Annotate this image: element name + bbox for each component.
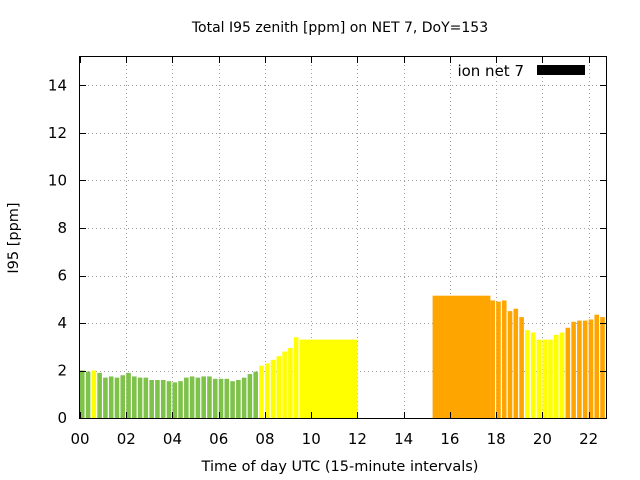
- bar: [212, 378, 218, 418]
- bar: [114, 377, 120, 418]
- y-tick-label: 10: [48, 172, 67, 190]
- bar: [126, 372, 131, 418]
- bar: [507, 311, 513, 418]
- bar: [270, 359, 276, 418]
- bar: [207, 376, 212, 418]
- bar: [80, 370, 85, 418]
- bar: [230, 381, 235, 418]
- bar: [108, 376, 114, 418]
- y-axis-label: I95 [ppm]: [6, 202, 22, 273]
- x-tick-label: 14: [394, 430, 413, 448]
- legend: ion net 7: [457, 62, 585, 80]
- bar: [189, 376, 195, 418]
- bar: [282, 351, 287, 418]
- x-tick-label: 22: [579, 430, 598, 448]
- y-tick-label: 2: [57, 362, 67, 380]
- y-tick-label: 12: [48, 124, 67, 142]
- bar: [559, 332, 565, 418]
- bar: [259, 365, 264, 418]
- bar: [565, 327, 571, 418]
- x-tick-label: 20: [533, 430, 552, 448]
- x-tick-label: 04: [163, 430, 182, 448]
- x-tick-label: 18: [487, 430, 506, 448]
- bar: [588, 319, 594, 418]
- bars: [80, 295, 605, 418]
- x-tick-label: 00: [70, 430, 89, 448]
- bar: [293, 337, 299, 418]
- bar: [149, 380, 154, 418]
- bar: [137, 377, 143, 418]
- y-tick-label: 4: [57, 314, 67, 332]
- bar: [91, 370, 97, 418]
- bar: [582, 320, 588, 418]
- bar: [496, 301, 501, 418]
- bar: [236, 380, 241, 418]
- y-tick-label: 14: [48, 77, 67, 95]
- bar: [143, 377, 149, 418]
- bar: [120, 375, 126, 418]
- bar: [513, 308, 519, 418]
- bar: [201, 376, 206, 418]
- legend-label: ion net 7: [457, 62, 524, 80]
- bar: [600, 317, 605, 418]
- bar: [155, 380, 160, 418]
- bar: [160, 380, 166, 418]
- bar: [525, 330, 530, 418]
- bar: [501, 300, 507, 418]
- bar: [553, 334, 559, 418]
- bar: [288, 347, 293, 418]
- bar: [299, 339, 358, 418]
- bar: [594, 314, 600, 418]
- bar: [276, 356, 282, 418]
- bar: [241, 377, 247, 418]
- x-tick-label: 12: [348, 430, 367, 448]
- bar: [85, 371, 91, 418]
- y-tick-label: 0: [57, 409, 67, 427]
- bar: [103, 377, 108, 418]
- bar: [432, 295, 491, 418]
- bar: [184, 377, 189, 418]
- x-tick-label: 16: [440, 430, 459, 448]
- bar: [536, 339, 542, 418]
- plot-frame: [79, 56, 607, 419]
- bar: [247, 374, 253, 418]
- bar: [178, 381, 183, 418]
- x-tick-label: 02: [117, 430, 136, 448]
- bar: [519, 317, 524, 418]
- bar: [571, 321, 576, 418]
- y-tick-label: 8: [57, 219, 67, 237]
- legend-swatch: [537, 65, 585, 75]
- x-axis-label: Time of day UTC (15-minute intervals): [201, 459, 479, 475]
- bar: [490, 300, 495, 418]
- y-tick-label: 6: [57, 267, 67, 285]
- bar: [548, 339, 553, 418]
- bar: [97, 372, 102, 418]
- bar: [132, 376, 137, 418]
- bar: [166, 381, 172, 418]
- bar: [253, 371, 258, 418]
- x-tick-label: 06: [209, 430, 228, 448]
- bar: [218, 378, 224, 418]
- bar: [530, 332, 536, 418]
- bar: [542, 339, 547, 418]
- bar: [195, 377, 201, 418]
- bar: [264, 363, 270, 418]
- x-tick-label: 10: [302, 430, 321, 448]
- bar: [172, 382, 178, 418]
- x-tick-label: 08: [255, 430, 274, 448]
- bar: [577, 320, 582, 418]
- bar: [224, 378, 230, 418]
- chart-title: Total I95 zenith [ppm] on NET 7, DoY=153: [191, 20, 488, 36]
